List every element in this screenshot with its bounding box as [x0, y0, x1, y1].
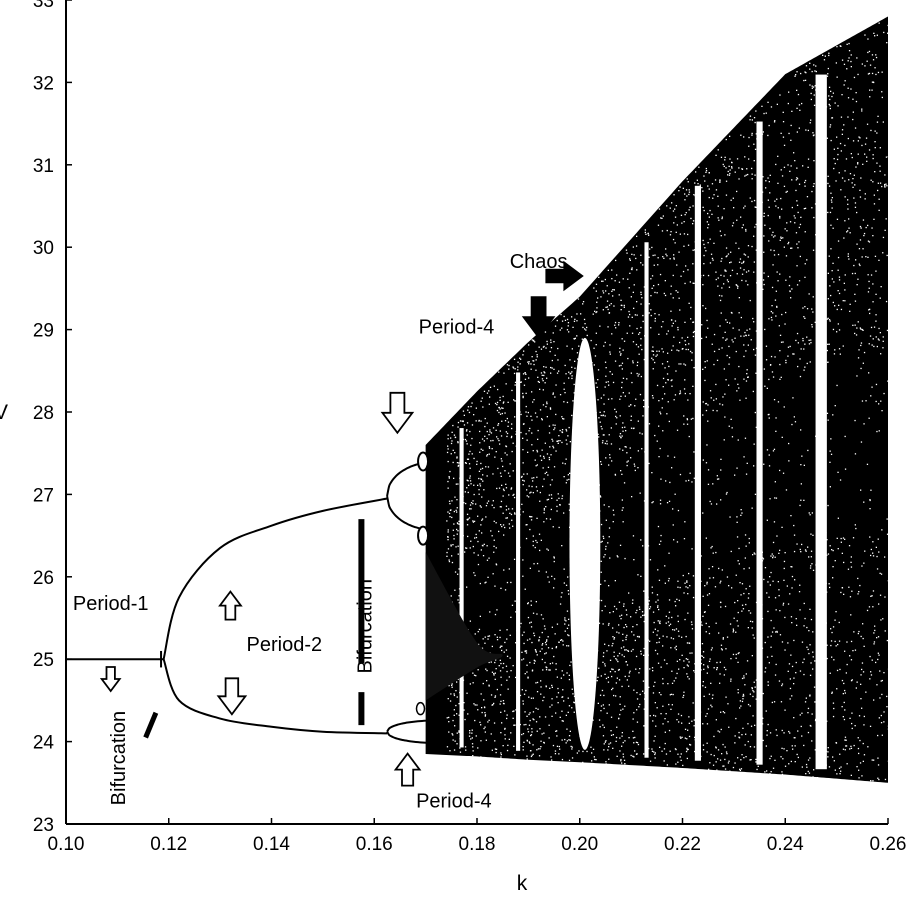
y-tick-label: 31 [33, 156, 54, 177]
annotation-label: Period-4 [416, 791, 492, 813]
x-tick-label: 0.22 [664, 834, 701, 855]
period8-blob-3 [415, 701, 426, 716]
annotation-label: Chaos [510, 251, 568, 273]
chaos-speckle [446, 22, 890, 782]
y-axis-label: V [0, 401, 8, 424]
arrow-period4-upper-icon [380, 391, 415, 435]
periodic-window-0 [569, 337, 601, 750]
annotation-label: Bifurcation [108, 711, 130, 806]
y-tick-label: 30 [33, 238, 54, 259]
x-axis-label: k [517, 872, 528, 895]
annotation-label: Period-4 [419, 317, 495, 339]
periodic-window-4 [694, 185, 701, 761]
chaos-ridge [425, 552, 503, 701]
period4-lower-loop-bottom [386, 731, 429, 744]
period8-blob-2 [417, 525, 430, 546]
y-tick-label: 29 [33, 321, 54, 342]
x-tick-label: 0.14 [253, 834, 290, 855]
x-tick-label: 0.20 [561, 834, 598, 855]
y-tick-label: 27 [33, 485, 54, 506]
periodic-window-1 [459, 428, 464, 748]
annotation-label: Bifurcation [355, 579, 377, 674]
annotations: Period-1 Period-2 Period-4 Period-4 Chaos Bif… [73, 251, 584, 813]
arrow-period4-lower-icon [393, 752, 422, 787]
period2-upper-branch [162, 497, 388, 660]
arrow-period1-icon [99, 666, 122, 693]
periodic-window-3 [644, 242, 649, 758]
arrow-period2-up-icon [218, 590, 243, 621]
period8-blob-1 [417, 451, 430, 472]
y-tick-label: 26 [33, 568, 54, 589]
x-tick-label: 0.24 [767, 834, 804, 855]
y-tick-label: 28 [33, 403, 54, 424]
period4-lower-loop-top [386, 719, 429, 733]
x-tick-label: 0.10 [48, 834, 85, 855]
y-tick-label: 25 [33, 650, 54, 671]
y-tick-label: 33 [33, 0, 54, 12]
x-tick-label: 0.18 [459, 834, 496, 855]
y-tick-label: 23 [33, 815, 54, 836]
plot-area [66, 16, 890, 783]
periodic-window-6 [815, 74, 827, 770]
chaos-region [425, 16, 888, 783]
bifurcation-marker-1 [143, 711, 159, 739]
period2-lower-branch [162, 658, 388, 735]
y-tick-label: 24 [33, 733, 55, 754]
x-tick-label: 0.26 [870, 834, 907, 855]
x-tick-label: 0.16 [356, 834, 393, 855]
periodic-window-2 [516, 372, 521, 751]
y-tick-label: 32 [33, 73, 54, 94]
annotation-label: Period-1 [73, 593, 149, 615]
arrow-chaos-right-icon [545, 260, 584, 292]
periodic-window-5 [756, 121, 763, 765]
annotation-label: Period-2 [247, 634, 323, 656]
arrow-period2-down-icon [216, 677, 248, 716]
x-tick-label: 0.12 [150, 834, 187, 855]
arrow-chaos-down-icon [521, 296, 556, 339]
